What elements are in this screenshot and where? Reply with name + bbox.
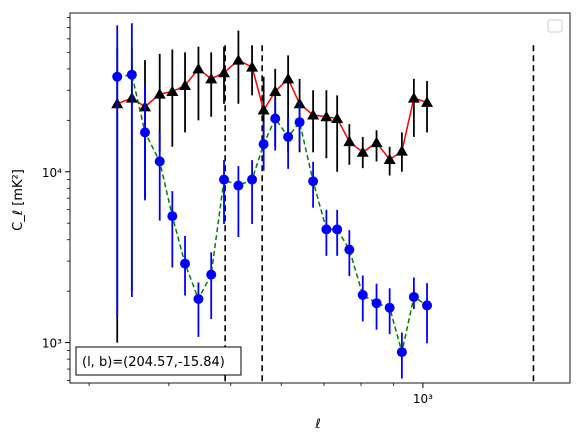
series-1-point xyxy=(233,180,244,191)
series-1-point xyxy=(167,211,178,222)
series-1-point xyxy=(112,71,123,82)
series-0-point xyxy=(370,136,383,148)
series-1-point xyxy=(206,269,217,280)
x-tick-label: 10³ xyxy=(413,392,433,406)
series-1-point xyxy=(371,298,382,309)
series-0-point xyxy=(153,88,166,99)
series-1-point xyxy=(270,113,281,124)
series-1-point xyxy=(126,69,137,80)
annotation-box xyxy=(75,346,242,376)
series-1-point xyxy=(219,174,230,185)
axis-ticks: 10³ 10³ 10⁴ xyxy=(42,17,433,406)
series-0-point xyxy=(343,135,356,147)
series-0-point xyxy=(320,110,333,122)
series-0-point xyxy=(246,61,259,72)
series-1-point xyxy=(332,224,343,235)
series-1-point xyxy=(344,244,355,255)
annotation-text: (l, b)=(204.57,-15.84) xyxy=(82,355,225,370)
series-1-point xyxy=(422,300,433,311)
y-tick-label: 10⁴ xyxy=(42,166,62,180)
series-1-point xyxy=(180,258,191,269)
series-0-point xyxy=(395,145,408,156)
series-1-point xyxy=(357,289,368,300)
series-1-point xyxy=(321,224,332,235)
series-0-point xyxy=(331,112,344,124)
series-1-point xyxy=(247,174,258,185)
series-1-point xyxy=(396,347,407,358)
x-axis-label: ℓ xyxy=(314,417,320,432)
series-0-point xyxy=(257,103,270,115)
series-0-point xyxy=(407,92,420,103)
series-1-point xyxy=(408,291,419,302)
series-1-point xyxy=(294,117,305,128)
series-0-point xyxy=(383,153,396,164)
series-0-point xyxy=(269,85,282,97)
series-1-point xyxy=(193,293,204,304)
series-1-point xyxy=(258,139,269,150)
series-1-point xyxy=(308,176,319,187)
series-0-point xyxy=(205,72,218,84)
series-0-point xyxy=(282,72,295,84)
plot-area xyxy=(111,23,535,383)
legend-box xyxy=(547,19,563,33)
series-1-point xyxy=(140,127,151,138)
series-0-point xyxy=(307,108,320,120)
series-1-point xyxy=(384,302,395,313)
series-1-point xyxy=(154,156,165,167)
series-0-point xyxy=(166,85,179,97)
series-1-point xyxy=(283,131,294,142)
series-0-point xyxy=(356,146,369,157)
series-0-point xyxy=(421,96,434,107)
y-tick-label: 10³ xyxy=(42,337,62,351)
y-axis-label: C_ℓ [mK²] xyxy=(11,169,26,231)
series-0-point xyxy=(232,54,245,65)
series-0-point xyxy=(179,79,192,90)
series-0-point xyxy=(192,62,205,74)
series-0-point xyxy=(218,66,231,78)
